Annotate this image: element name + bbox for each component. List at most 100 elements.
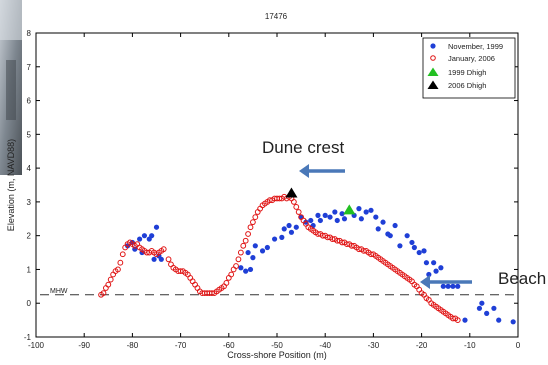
data-point	[476, 305, 483, 311]
data-point	[510, 319, 516, 325]
data-point	[259, 248, 266, 254]
data-point	[324, 234, 331, 241]
legend-box	[422, 37, 516, 99]
data-point	[317, 217, 323, 224]
data-point	[334, 237, 341, 244]
legend-marker-january-2006	[430, 55, 436, 61]
annotations: Dune crest Beach	[262, 138, 546, 289]
data-point	[450, 315, 456, 322]
data-point	[426, 271, 432, 278]
data-point	[397, 243, 403, 249]
legend-label-1999-dhigh: 1999 Dhigh	[448, 68, 486, 77]
data-point	[295, 209, 302, 215]
data-point	[339, 211, 345, 217]
x-tick-label: 0	[516, 341, 521, 350]
data-point	[233, 263, 239, 269]
data-point	[445, 283, 451, 289]
series-3	[285, 187, 298, 198]
data-point	[368, 207, 374, 213]
data-point	[165, 256, 172, 263]
data-point	[358, 216, 364, 222]
data-point	[247, 266, 254, 273]
data-point	[387, 233, 393, 239]
data-point	[119, 251, 126, 258]
annotation-dune-crest: Dune crest	[262, 138, 344, 157]
data-point	[433, 268, 439, 274]
data-point	[271, 236, 278, 242]
data-point	[250, 255, 256, 261]
data-point	[245, 249, 251, 256]
data-point	[343, 204, 356, 215]
data-point	[348, 242, 355, 249]
data-point	[431, 260, 437, 266]
data-point	[245, 231, 251, 237]
data-point	[151, 256, 157, 262]
data-point	[153, 224, 160, 230]
data-point	[266, 197, 273, 204]
data-point	[363, 209, 369, 215]
y-tick-label: 6	[27, 97, 32, 106]
data-point	[247, 224, 254, 231]
legend-marker-november-1999	[430, 43, 436, 49]
data-point	[141, 233, 148, 239]
data-point	[423, 260, 430, 266]
data-point	[238, 265, 244, 271]
series-layer	[98, 187, 516, 325]
data-point	[409, 239, 415, 246]
y-tick-label: 3	[27, 198, 32, 207]
legend-label-2006-dhigh: 2006 Dhigh	[448, 81, 486, 90]
y-tick-label: 5	[27, 130, 32, 139]
x-tick-label: -80	[127, 341, 139, 350]
annotation-beach: Beach	[498, 269, 546, 288]
data-point	[380, 219, 386, 225]
y-tick-label: 1	[27, 265, 32, 274]
data-point	[356, 206, 362, 212]
mhw-label: MHW	[50, 288, 68, 295]
data-point	[242, 237, 249, 244]
data-point	[416, 249, 422, 256]
data-point	[360, 247, 367, 254]
mhw-group: MHW	[40, 288, 516, 296]
data-point	[177, 268, 184, 275]
data-point	[243, 268, 249, 274]
data-point	[373, 214, 379, 220]
y-tick-label: 4	[27, 164, 32, 173]
legend-marker-2006-dhigh	[427, 80, 439, 89]
y-tick-label: 2	[27, 232, 32, 241]
data-point	[339, 239, 345, 246]
data-point	[440, 283, 446, 289]
dune-crest-arrow	[299, 164, 345, 178]
data-point	[107, 276, 114, 283]
series-0	[124, 206, 516, 325]
data-point	[235, 256, 242, 263]
x-tick-label: -10	[464, 341, 476, 350]
data-point	[115, 266, 121, 273]
series-2	[343, 204, 356, 215]
x-axis-ticks: -100 -90 -80 -70 -60 -50 -40 -30 -20 -10 0	[28, 33, 521, 350]
data-point	[421, 248, 427, 254]
legend-label-november-1999: November, 1999	[448, 42, 503, 51]
data-point	[143, 249, 150, 256]
data-point	[158, 256, 164, 262]
x-tick-label: -90	[78, 341, 90, 350]
x-tick-label: -70	[175, 341, 187, 350]
data-point	[404, 233, 410, 239]
data-point	[293, 204, 300, 210]
data-point	[375, 226, 381, 232]
data-point	[240, 242, 247, 249]
x-tick-label: -50	[271, 341, 283, 350]
data-point	[288, 229, 295, 235]
beach-arrow	[420, 275, 472, 289]
data-point	[343, 241, 350, 248]
data-point	[319, 232, 326, 239]
data-point	[276, 195, 283, 202]
data-point	[334, 217, 340, 224]
data-point	[137, 236, 143, 242]
data-point	[462, 317, 468, 323]
data-point	[491, 305, 497, 311]
data-point	[315, 231, 321, 237]
data-point	[438, 265, 444, 271]
data-point	[303, 219, 309, 225]
x-tick-label: -60	[223, 341, 235, 350]
